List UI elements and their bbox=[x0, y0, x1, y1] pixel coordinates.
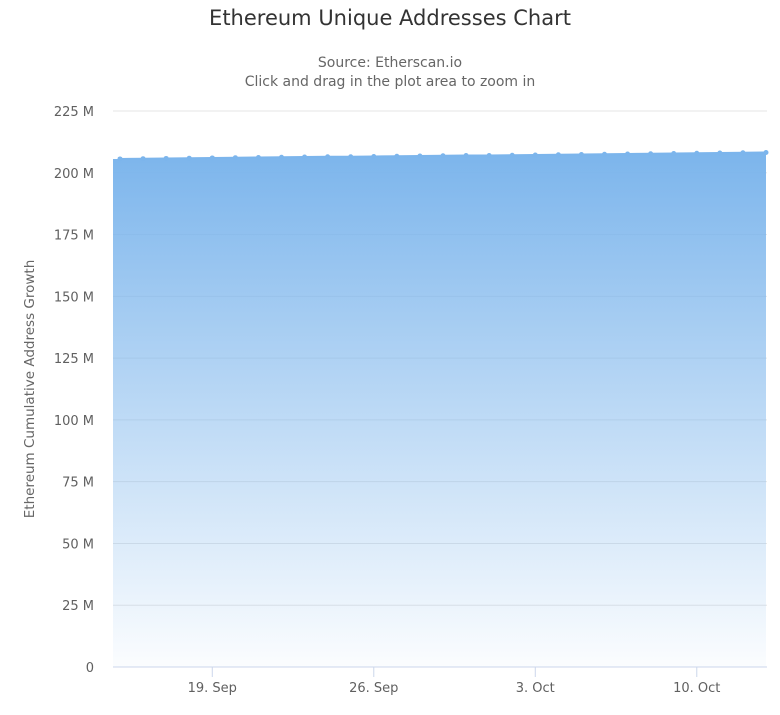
chart-title: Ethereum Unique Addresses Chart bbox=[209, 6, 571, 30]
data-point[interactable] bbox=[578, 151, 584, 157]
y-tick-label: 0 bbox=[86, 661, 94, 676]
y-axis: 0 25 M 50 M 75 M 100 M 125 M 150 M 175 M 200 M 22… bbox=[54, 105, 94, 676]
data-point[interactable] bbox=[255, 154, 261, 160]
y-tick-label: 225 M bbox=[54, 105, 94, 120]
x-axis: 19. Sep 26. Sep 3. Oct 10. Oct bbox=[188, 667, 720, 696]
y-tick-label: 125 M bbox=[54, 352, 94, 367]
data-point[interactable] bbox=[394, 153, 400, 159]
y-tick-label: 175 M bbox=[54, 229, 94, 244]
data-point[interactable] bbox=[440, 153, 446, 159]
data-point[interactable] bbox=[140, 156, 146, 162]
data-point[interactable] bbox=[371, 153, 377, 159]
y-tick-label: 50 M bbox=[62, 537, 94, 552]
data-point[interactable] bbox=[671, 151, 677, 157]
data-point[interactable] bbox=[325, 154, 331, 160]
data-point[interactable] bbox=[763, 150, 769, 156]
data-point[interactable] bbox=[740, 150, 746, 156]
x-tick-label: 26. Sep bbox=[349, 681, 398, 696]
area-series bbox=[113, 151, 767, 668]
data-point[interactable] bbox=[694, 150, 700, 156]
data-point[interactable] bbox=[186, 155, 192, 161]
data-point[interactable] bbox=[209, 155, 215, 161]
data-point[interactable] bbox=[555, 152, 561, 158]
data-point[interactable] bbox=[602, 151, 607, 157]
data-point[interactable] bbox=[417, 153, 423, 159]
data-point[interactable] bbox=[232, 155, 238, 161]
data-point[interactable] bbox=[648, 151, 654, 157]
area-fill bbox=[113, 152, 766, 668]
zoom-hint: Click and drag in the plot area to zoom … bbox=[244, 74, 536, 90]
x-tick-label: 19. Sep bbox=[188, 681, 237, 696]
y-tick-label: 100 M bbox=[54, 414, 94, 429]
data-point[interactable] bbox=[717, 150, 723, 156]
y-tick-label: 150 M bbox=[54, 290, 94, 305]
data-markers bbox=[117, 150, 769, 162]
x-tick-label: 10. Oct bbox=[673, 681, 720, 696]
y-tick-label: 200 M bbox=[54, 167, 94, 182]
chart-subtitle: Source: Etherscan.io Click and drag in t… bbox=[0, 54, 780, 92]
data-point[interactable] bbox=[509, 152, 515, 158]
data-point[interactable] bbox=[163, 155, 169, 161]
data-point[interactable] bbox=[279, 154, 284, 160]
data-point[interactable] bbox=[625, 151, 631, 157]
y-tick-label: 25 M bbox=[62, 599, 94, 614]
data-point[interactable] bbox=[486, 152, 492, 158]
y-tick-label: 75 M bbox=[62, 476, 94, 491]
data-point[interactable] bbox=[117, 156, 123, 162]
data-point[interactable] bbox=[532, 152, 538, 158]
chart-source: Source: Etherscan.io bbox=[317, 55, 463, 71]
data-point[interactable] bbox=[348, 154, 354, 160]
data-point[interactable] bbox=[302, 154, 308, 160]
data-point[interactable] bbox=[463, 152, 469, 158]
x-tick-label: 3. Oct bbox=[516, 681, 555, 696]
y-axis-title: Ethereum Cumulative Address Growth bbox=[22, 260, 38, 519]
